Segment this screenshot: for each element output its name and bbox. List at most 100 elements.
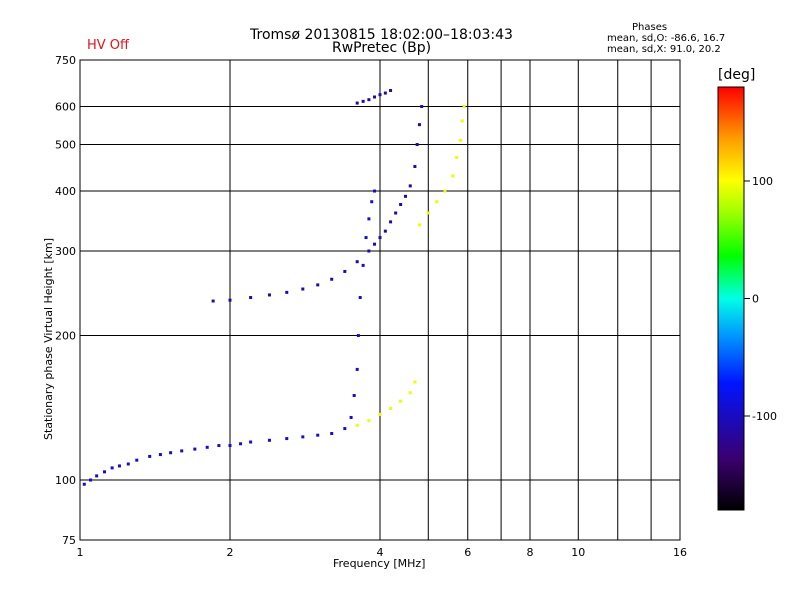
data-point: [343, 427, 347, 431]
data-point: [249, 440, 253, 444]
data-point: [367, 419, 371, 423]
y-tick-label: 400: [55, 185, 76, 198]
data-point: [394, 211, 398, 215]
data-point: [378, 236, 382, 240]
data-point: [367, 249, 371, 253]
y-tick-label: 600: [55, 101, 76, 114]
data-point: [367, 98, 371, 102]
y-tick-label: 200: [55, 330, 76, 343]
x-tick-label: 2: [227, 546, 234, 559]
data-point: [82, 482, 86, 486]
x-tick-label: 16: [673, 546, 687, 559]
data-point: [355, 260, 359, 264]
colorbar-tick-label: -100: [752, 410, 777, 423]
data-point: [408, 184, 412, 188]
data-point: [228, 298, 232, 302]
data-point: [330, 432, 334, 436]
plot-frame: [79, 59, 681, 541]
data-point: [373, 189, 377, 193]
data-point: [330, 277, 334, 281]
data-point: [383, 91, 387, 95]
data-point: [417, 123, 421, 127]
data-point: [205, 445, 209, 449]
data-point: [301, 435, 305, 439]
data-point: [417, 223, 421, 227]
colorbar-tick-label: 100: [752, 175, 773, 188]
data-point: [135, 458, 139, 462]
data-point: [89, 478, 93, 482]
data-point: [267, 293, 271, 297]
data-point: [316, 283, 320, 287]
data-point: [355, 367, 359, 371]
data-point: [420, 105, 424, 109]
data-point: [361, 99, 365, 103]
phases-title: Phases: [632, 22, 668, 33]
data-point: [435, 200, 439, 204]
data-point: [267, 438, 271, 442]
data-point: [356, 334, 360, 338]
data-point: [399, 202, 403, 206]
x-axis-label: Frequency [MHz]: [333, 557, 426, 570]
data-point: [285, 437, 289, 441]
data-point: [211, 299, 215, 303]
data-points: [82, 88, 466, 486]
colorbar-label: [deg]: [718, 67, 756, 83]
data-point: [355, 101, 359, 105]
y-tick-label: 500: [55, 139, 76, 152]
data-point: [367, 217, 371, 221]
x-tick-label: 10: [571, 546, 585, 559]
data-point: [373, 242, 377, 246]
data-point: [239, 442, 243, 446]
data-point: [403, 194, 407, 198]
data-point: [349, 415, 353, 419]
data-point: [378, 93, 382, 97]
colorbar-tick-label: 0: [752, 293, 759, 306]
data-point: [460, 119, 464, 123]
data-point: [158, 453, 162, 457]
data-point: [103, 470, 107, 474]
chart-title-line1: Tromsø 20130815 18:02:00–18:03:43: [250, 27, 513, 43]
data-point: [117, 464, 121, 468]
data-point: [458, 138, 462, 142]
data-point: [373, 95, 377, 99]
x-tick-label: 1: [77, 546, 84, 559]
data-point: [148, 454, 152, 458]
data-point: [193, 447, 197, 451]
data-point: [383, 229, 387, 233]
data-point: [413, 380, 417, 384]
data-point: [378, 412, 382, 416]
data-point: [413, 164, 417, 168]
x-tick-label: 8: [527, 546, 534, 559]
data-point: [169, 451, 173, 455]
y-tick-label: 100: [55, 474, 76, 487]
data-point: [415, 143, 419, 147]
x-tick-label: 4: [377, 546, 384, 559]
data-point: [370, 200, 374, 204]
data-point: [364, 236, 368, 240]
y-tick-label: 300: [55, 245, 76, 258]
data-point: [217, 444, 221, 448]
plot-grid: [79, 59, 681, 541]
data-point: [462, 105, 466, 109]
data-point: [316, 433, 320, 437]
data-point: [451, 174, 455, 178]
data-point: [343, 269, 347, 273]
data-point: [180, 449, 184, 453]
data-point: [110, 466, 114, 470]
data-point: [228, 444, 232, 448]
chart-title-line2: RwPretec (Bp): [332, 40, 432, 56]
data-point: [455, 155, 459, 159]
data-point: [443, 189, 447, 193]
data-point: [352, 394, 356, 398]
y-tick-label: 750: [55, 54, 76, 67]
data-point: [426, 211, 430, 215]
colorbar: [717, 86, 745, 511]
phases-x-stats: mean, sd,X: 91.0, 20.2: [607, 44, 721, 55]
x-tick-label: 6: [464, 546, 471, 559]
phases-o-stats: mean, sd,O: -86.6, 16.7: [607, 33, 726, 44]
data-point: [95, 474, 99, 478]
data-point: [399, 399, 403, 403]
data-point: [249, 296, 253, 300]
colorbar-ticks: 100 0 -100: [744, 175, 777, 423]
